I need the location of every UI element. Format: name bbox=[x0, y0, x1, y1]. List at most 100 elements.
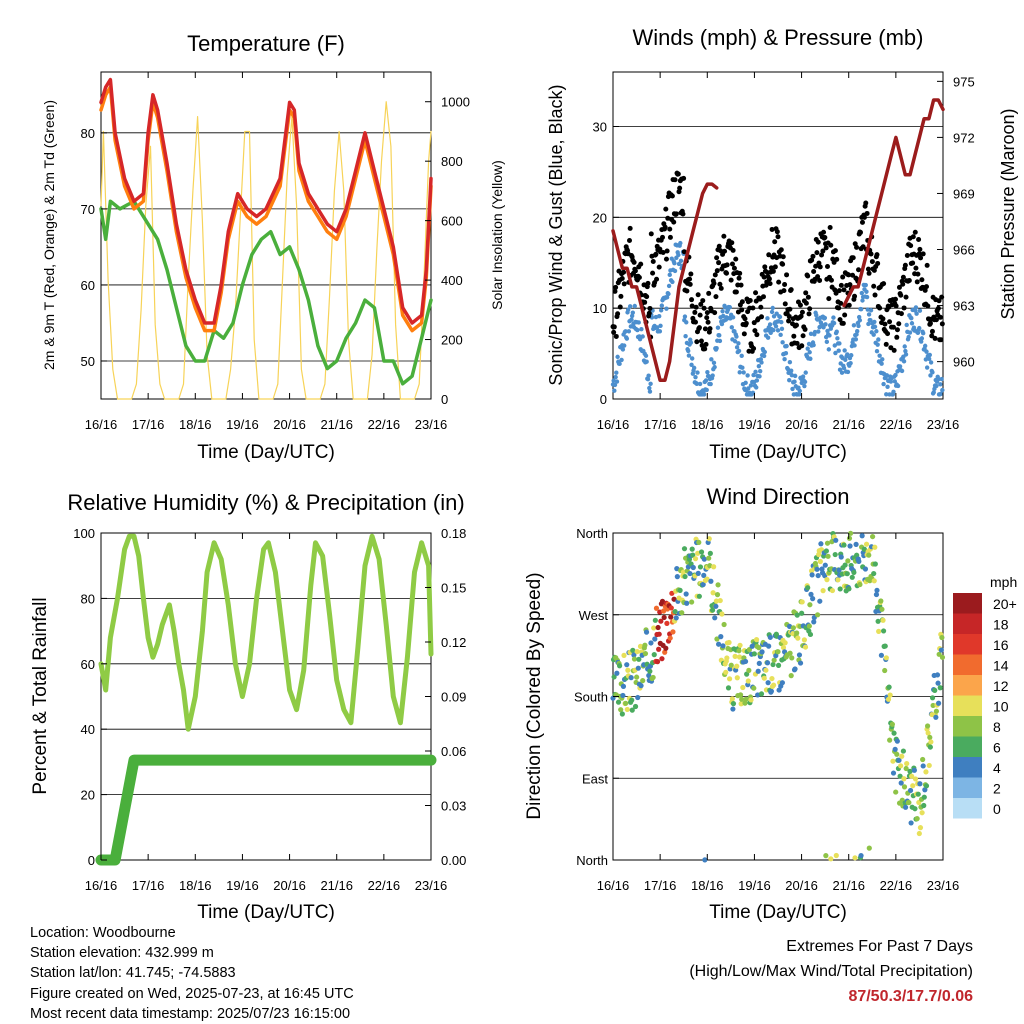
sonic-wind-point bbox=[627, 304, 633, 309]
sonic-wind-point bbox=[746, 386, 751, 391]
wind-direction-xtick-label: 22/16 bbox=[880, 878, 913, 893]
sonic-wind-point bbox=[831, 315, 836, 320]
wind-direction-point bbox=[933, 714, 939, 720]
gust-point bbox=[696, 325, 702, 331]
gust-point bbox=[868, 251, 874, 257]
gust-point bbox=[807, 306, 813, 312]
legend-swatch bbox=[953, 593, 982, 614]
gust-point bbox=[687, 281, 693, 287]
wind-direction-point bbox=[658, 618, 664, 624]
sonic-wind-point bbox=[836, 348, 841, 353]
wind-direction-point bbox=[805, 585, 811, 591]
gust-point bbox=[780, 261, 786, 267]
gust-point bbox=[877, 305, 883, 311]
gust-point bbox=[687, 276, 693, 282]
winds-title: Winds (mph) & Pressure (mb) bbox=[633, 25, 924, 50]
wind-direction-point bbox=[618, 707, 624, 713]
wind-direction-point bbox=[653, 605, 660, 611]
sonic-wind-point bbox=[757, 368, 763, 374]
sonic-wind-point bbox=[771, 327, 776, 333]
wind-direction-point bbox=[712, 615, 718, 621]
sonic-wind-point bbox=[658, 323, 663, 329]
gust-point bbox=[794, 340, 800, 346]
wind-direction-point bbox=[823, 853, 829, 859]
gust-point bbox=[891, 324, 896, 330]
sonic-wind-point bbox=[824, 339, 830, 345]
sonic-wind-point bbox=[708, 381, 713, 387]
wind-direction-point bbox=[792, 666, 798, 672]
wind-direction-point bbox=[820, 588, 826, 594]
wind-direction-point bbox=[736, 654, 743, 660]
sonic-wind-point bbox=[632, 303, 637, 309]
gust-point bbox=[664, 248, 670, 254]
wind-direction-ytick-label: North bbox=[576, 853, 608, 868]
gust-point bbox=[750, 305, 756, 311]
sonic-wind-point bbox=[893, 372, 898, 378]
gust-point bbox=[852, 293, 858, 299]
legend-swatch bbox=[953, 654, 982, 675]
gust-point bbox=[917, 246, 923, 252]
gust-point bbox=[705, 319, 711, 325]
gust-point bbox=[698, 338, 704, 344]
wind-direction-point bbox=[753, 637, 760, 643]
extremes-title: Extremes For Past 7 Days bbox=[786, 938, 973, 955]
sonic-wind-point bbox=[888, 379, 894, 384]
sonic-wind-point bbox=[785, 366, 791, 372]
sonic-wind-point bbox=[854, 332, 859, 337]
sonic-wind-point bbox=[851, 323, 857, 328]
wind-direction-point bbox=[866, 845, 872, 851]
wind-direction-point bbox=[851, 569, 857, 576]
gust-point bbox=[693, 319, 698, 325]
wind-direction-point bbox=[893, 789, 899, 795]
gust-point bbox=[860, 244, 866, 250]
sonic-wind-point bbox=[761, 353, 767, 359]
gust-point bbox=[927, 320, 933, 326]
gust-point bbox=[793, 322, 799, 328]
sonic-wind-point bbox=[864, 294, 870, 300]
legend-label: 20+ bbox=[993, 596, 1017, 612]
humidity-xtick-label: 17/16 bbox=[132, 878, 165, 893]
sonic-wind-point bbox=[619, 357, 624, 363]
gust-point bbox=[656, 264, 662, 270]
gust-point bbox=[648, 231, 654, 237]
wind-direction-point bbox=[647, 668, 653, 674]
legend-label: 0 bbox=[993, 801, 1001, 817]
gust-point bbox=[826, 296, 832, 302]
wind-direction-point bbox=[923, 783, 930, 789]
gust-point bbox=[613, 333, 619, 339]
gust-point bbox=[724, 262, 730, 268]
wind-direction-point bbox=[794, 630, 800, 636]
wind-direction-point bbox=[730, 706, 736, 712]
gust-point bbox=[751, 320, 757, 326]
wind-direction-point bbox=[795, 635, 801, 641]
legend-swatch bbox=[953, 634, 982, 655]
sonic-wind-point bbox=[802, 383, 807, 389]
sonic-wind-point bbox=[792, 373, 798, 379]
legend-swatch bbox=[953, 777, 982, 798]
sonic-wind-point bbox=[647, 385, 652, 391]
sonic-wind-point bbox=[865, 307, 870, 312]
legend-swatch bbox=[953, 798, 982, 819]
gust-point bbox=[913, 265, 919, 271]
gust-point bbox=[665, 215, 671, 221]
wind-direction-point bbox=[718, 634, 724, 640]
temperature-title: Temperature (F) bbox=[187, 31, 345, 56]
wind-direction-point bbox=[810, 596, 816, 602]
wind-direction-point bbox=[927, 744, 933, 750]
gust-point bbox=[718, 285, 724, 291]
sonic-wind-point bbox=[845, 369, 851, 375]
station-info: Location: Woodbourne Station elevation: … bbox=[30, 923, 354, 1024]
sonic-wind-point bbox=[614, 379, 620, 384]
sonic-wind-point bbox=[612, 388, 617, 393]
gust-point bbox=[712, 272, 718, 278]
wind-direction-point bbox=[935, 680, 941, 686]
wind-direction-point bbox=[806, 623, 812, 629]
humidity-title: Relative Humidity (%) & Precipitation (i… bbox=[67, 490, 464, 515]
sonic-wind-point bbox=[740, 365, 745, 370]
gust-point bbox=[846, 302, 852, 308]
humidity-ytick-label: 100 bbox=[73, 526, 95, 541]
gust-point bbox=[894, 334, 900, 340]
wind-direction-point bbox=[755, 668, 761, 674]
sonic-wind-point bbox=[767, 322, 773, 327]
wind-direction-point bbox=[768, 688, 775, 694]
